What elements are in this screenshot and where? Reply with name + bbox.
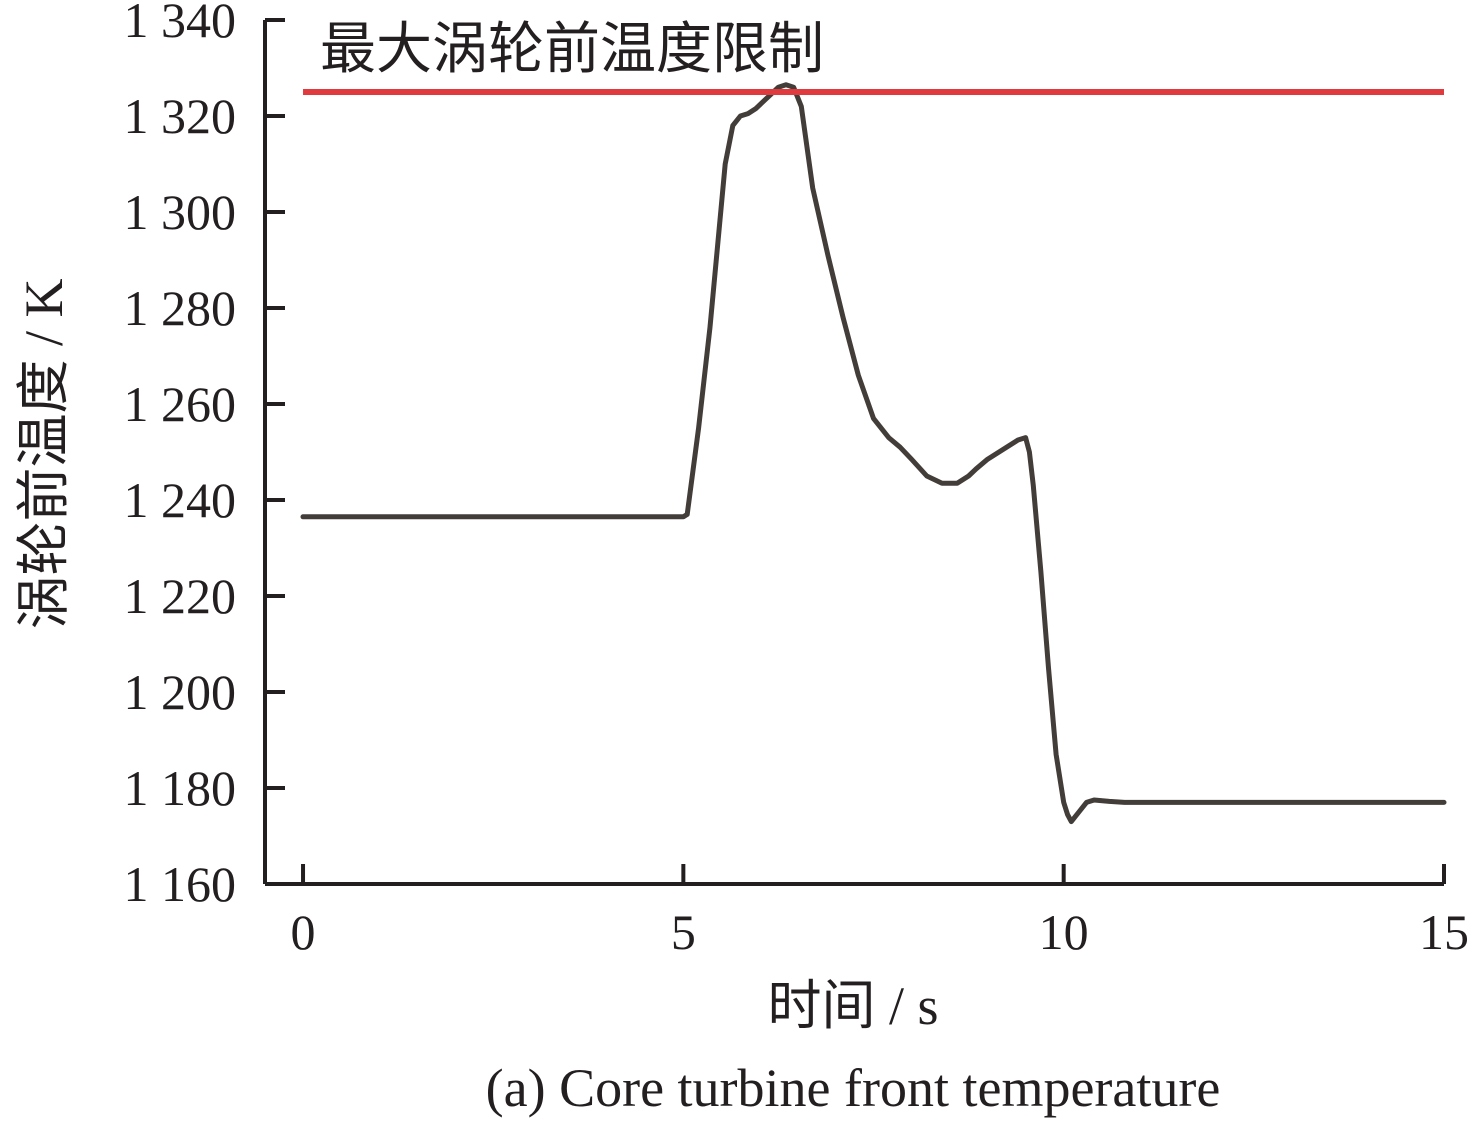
y-tick-label: 1 200 xyxy=(124,664,237,720)
y-tick-label: 1 240 xyxy=(124,472,237,528)
limit-annotation: 最大涡轮前温度限制 xyxy=(320,19,824,81)
y-tick-label: 1 160 xyxy=(124,856,237,912)
axes xyxy=(263,20,1444,886)
ticks: 1 160 1 180 1 200 1 220 1 240 1 260 1 280 1 300… xyxy=(124,0,1470,960)
y-axis-title: 涡轮前温度 / K xyxy=(14,278,74,629)
y-tick-label: 1 220 xyxy=(124,568,237,624)
x-tick-label: 15 xyxy=(1419,904,1469,960)
temperature-series-line xyxy=(300,82,1447,825)
y-tick-label: 1 300 xyxy=(124,184,237,240)
series-group xyxy=(300,82,1447,825)
y-tick-label: 1 180 xyxy=(124,760,237,816)
y-tick-label: 1 320 xyxy=(124,88,237,144)
y-tick-label: 1 280 xyxy=(124,280,237,336)
x-tick-label: 5 xyxy=(671,904,696,960)
x-axis-title: 时间 / s xyxy=(767,976,938,1036)
y-tick-label: 1 340 xyxy=(124,0,237,48)
x-tick-label: 10 xyxy=(1039,904,1089,960)
y-tick-label: 1 260 xyxy=(124,376,237,432)
x-tick-label: 0 xyxy=(291,904,316,960)
chart-caption: (a) Core turbine front temperature xyxy=(486,1058,1221,1118)
